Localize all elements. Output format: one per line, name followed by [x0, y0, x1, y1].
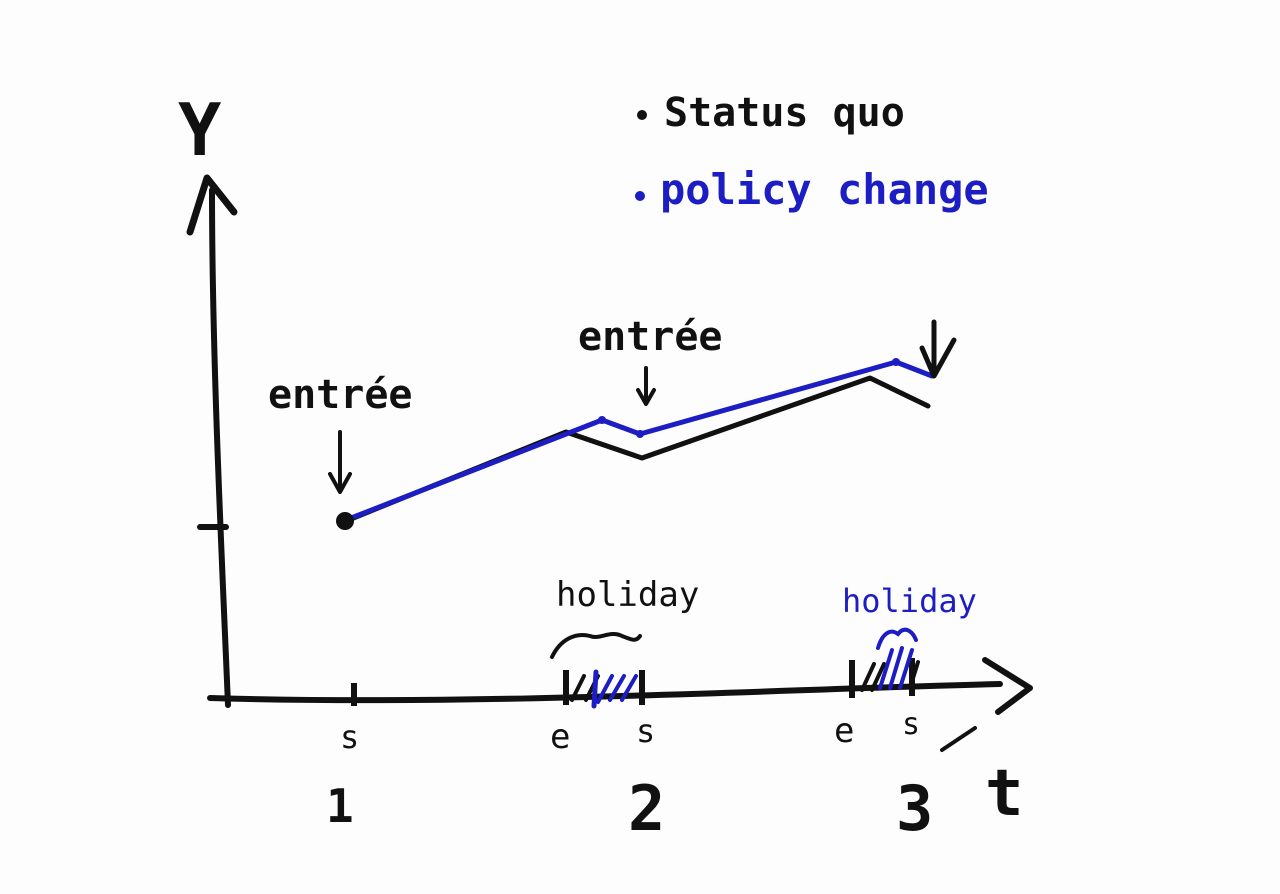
entree-arrow-1 [328, 430, 352, 494]
legend-policy-change: policy change [660, 165, 989, 214]
stray-stroke [940, 726, 977, 752]
period-3: 3 [896, 772, 933, 845]
x-axis [207, 681, 1003, 704]
period-2: 2 [628, 772, 665, 845]
entree-arrow-2 [636, 366, 656, 406]
status-quo-line [343, 375, 931, 524]
holiday-brace-black [550, 632, 642, 659]
period-1: 1 [326, 779, 354, 833]
holiday-hatch-3 [860, 646, 920, 692]
policy-point-3 [892, 358, 900, 366]
y-axis-label: Y [178, 88, 222, 172]
tick-label-s2: s [636, 712, 655, 750]
tick-label-e2: e [550, 717, 570, 757]
tick-label-s1: s [340, 718, 359, 756]
x-axis-label: t [985, 757, 1024, 831]
legend-status-quo: Status quo [664, 90, 905, 136]
y-axis [209, 187, 231, 708]
policy-point-2 [636, 430, 644, 438]
tick-label-e3: e [834, 711, 854, 751]
legend-dot-policy-change [635, 191, 645, 201]
policy-point-1 [598, 416, 606, 424]
y-axis-arrowhead [186, 174, 238, 236]
holiday-brace-blue [876, 627, 918, 650]
start-point [336, 512, 354, 530]
holiday-label-black: holiday [556, 575, 699, 615]
tick-label-s3: s [902, 707, 920, 742]
legend-dot-status-quo [637, 110, 647, 120]
entree-label-2: entrée [578, 314, 723, 360]
x-axis-arrowhead [982, 657, 1033, 715]
entree-label-1: entrée [268, 372, 413, 418]
holiday-label-blue: holiday [842, 582, 977, 620]
holiday-hatch-2 [570, 669, 638, 709]
entree-arrow-3 [919, 319, 957, 379]
